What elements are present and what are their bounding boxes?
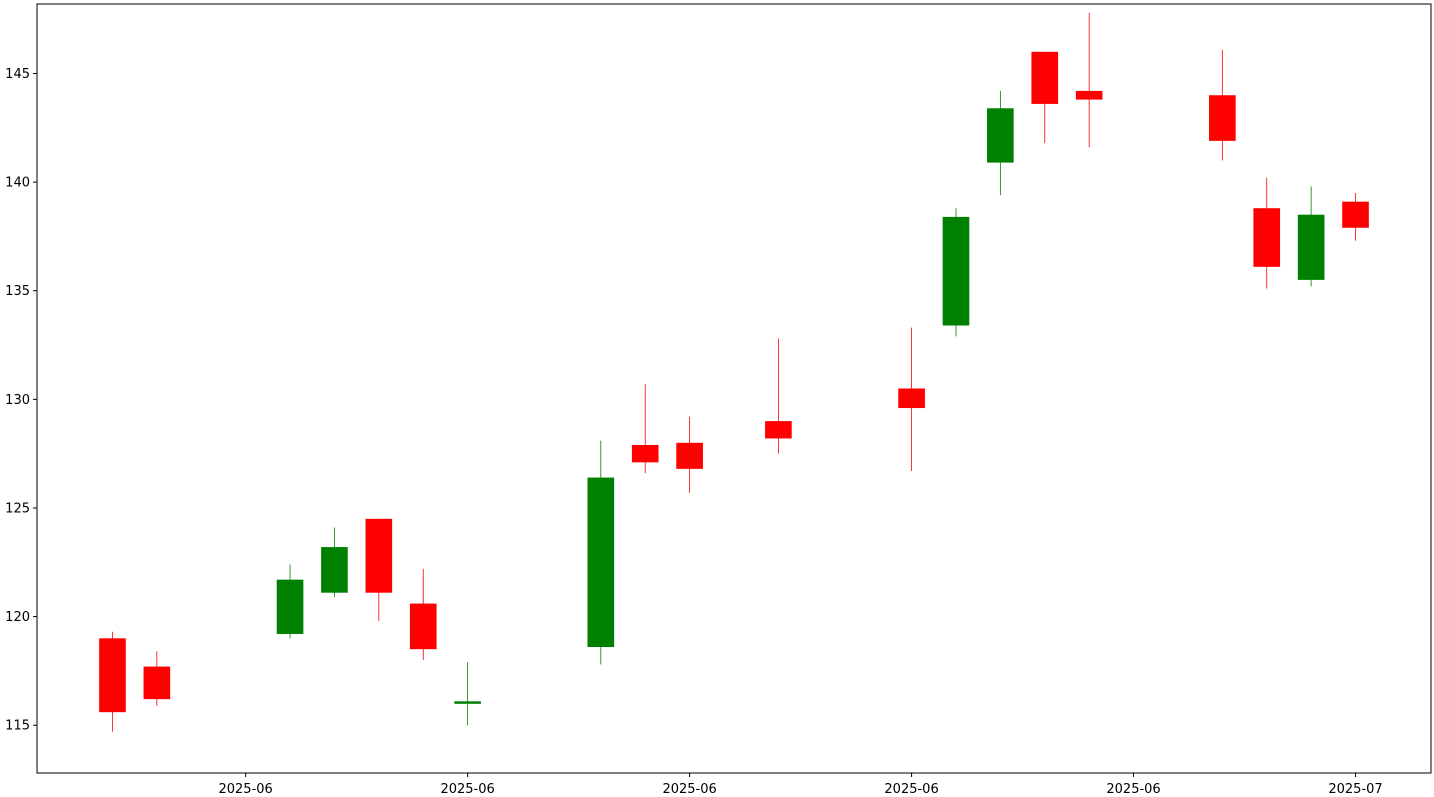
candle-body xyxy=(631,444,659,463)
candle-2 xyxy=(276,564,304,639)
candle-body xyxy=(276,579,304,634)
candle-body xyxy=(765,421,792,439)
candle-body xyxy=(898,388,925,409)
candle-3 xyxy=(321,527,348,598)
candle-10 xyxy=(765,338,792,454)
y-tick-label: 145 xyxy=(5,67,30,82)
candle-body xyxy=(987,108,1014,163)
y-tick-label: 130 xyxy=(5,393,30,408)
candle-body xyxy=(1031,51,1059,104)
candle-body xyxy=(409,603,437,650)
candles-layer xyxy=(99,12,1369,732)
candle-17 xyxy=(1253,177,1281,289)
candle-7 xyxy=(587,440,615,665)
x-tick-label: 2025-06 xyxy=(662,782,716,797)
y-axis: 115 120 125 130 135 140 145 xyxy=(5,67,37,734)
candle-body xyxy=(1209,95,1236,141)
x-tick-label: 2025-07 xyxy=(1328,782,1382,797)
candle-body xyxy=(1253,208,1281,267)
candle-body xyxy=(1075,90,1103,100)
y-tick-label: 125 xyxy=(5,501,30,516)
candle-body xyxy=(1297,214,1325,280)
candle-body xyxy=(676,442,703,469)
x-axis: 2025-06 2025-06 2025-06 2025-06 2025-06 2025-… xyxy=(218,773,1383,797)
candle-11 xyxy=(898,327,925,472)
candle-19 xyxy=(1342,192,1369,241)
y-tick-label: 135 xyxy=(5,284,30,299)
x-tick-label: 2025-06 xyxy=(218,782,272,797)
candle-9 xyxy=(676,416,703,493)
candle-14 xyxy=(1031,51,1059,144)
candle-1 xyxy=(143,651,171,706)
candle-body xyxy=(587,477,615,648)
candle-18 xyxy=(1297,186,1325,287)
candle-12 xyxy=(942,208,970,337)
candle-5 xyxy=(409,568,437,661)
candle-body xyxy=(454,701,481,704)
y-tick-label: 115 xyxy=(5,719,30,734)
candle-body xyxy=(99,638,126,713)
candle-body xyxy=(365,518,393,593)
y-tick-label: 140 xyxy=(5,176,30,191)
candle-16 xyxy=(1209,49,1236,161)
candle-8 xyxy=(631,384,659,474)
x-tick-label: 2025-06 xyxy=(884,782,938,797)
candle-body xyxy=(143,666,171,700)
candle-body xyxy=(1342,201,1369,228)
x-tick-label: 2025-06 xyxy=(440,782,494,797)
candle-13 xyxy=(987,90,1014,196)
candle-body xyxy=(942,216,970,326)
candle-0 xyxy=(99,631,126,732)
plot-area xyxy=(36,3,1432,774)
candle-6 xyxy=(454,662,481,726)
candle-15 xyxy=(1075,12,1103,148)
candle-4 xyxy=(365,518,393,621)
candle-body xyxy=(321,547,348,593)
y-tick-label: 120 xyxy=(5,610,30,625)
x-tick-label: 2025-06 xyxy=(1106,782,1160,797)
